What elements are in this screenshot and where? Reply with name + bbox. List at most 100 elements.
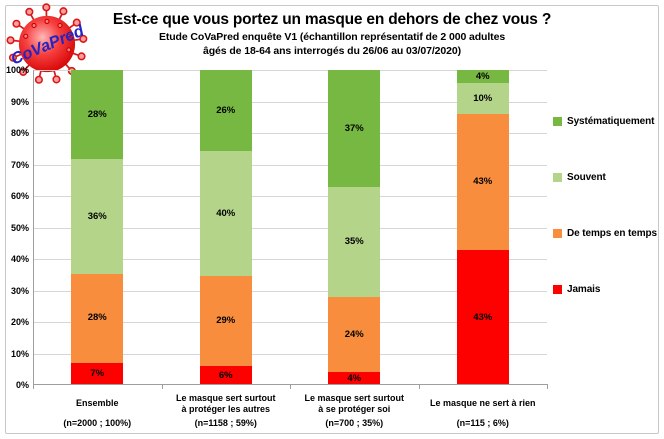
bar-segment: 28% bbox=[71, 70, 124, 160]
bar-segment: 40% bbox=[199, 151, 252, 276]
bar-segment-label: 40% bbox=[216, 207, 236, 219]
chart-subtitle-line-1: Etude CoVaPred enquête V1 (échantillon r… bbox=[158, 31, 506, 43]
gridline bbox=[33, 164, 547, 166]
category-sample-size: (n=1158 ; 59%) bbox=[194, 418, 257, 428]
bar-segment-label: 24% bbox=[344, 328, 364, 340]
virus-spike-tip bbox=[42, 3, 51, 12]
bar-segment-label: 36% bbox=[87, 210, 107, 222]
bar-segment-label: 4% bbox=[347, 372, 362, 384]
gridline bbox=[33, 353, 547, 355]
chart-header: Est-ce que vous portez un masque en deho… bbox=[0, 11, 664, 57]
category-label: Le masque sert surtout à protéger les aut… bbox=[162, 392, 291, 434]
gridline bbox=[33, 70, 547, 71]
y-tick-label: 30% bbox=[10, 285, 29, 296]
virus-spike-tip bbox=[8, 53, 18, 62]
legend-label: Systématiquement bbox=[567, 115, 655, 127]
bar-segment: 7% bbox=[71, 362, 124, 385]
bar-segment: 6% bbox=[199, 366, 252, 385]
legend-item: Systématiquement bbox=[553, 112, 657, 130]
legend-swatch bbox=[553, 116, 562, 126]
bar-segment-label: 6% bbox=[218, 369, 233, 381]
virus-rim-dot bbox=[65, 33, 71, 39]
virus-spike-tip bbox=[72, 18, 81, 27]
virus-rim-dot bbox=[66, 47, 72, 53]
category-name-line: à se protéger soi bbox=[318, 403, 391, 414]
category-name: Le masque sert surtout à se protéger soi bbox=[290, 392, 419, 415]
gridline bbox=[33, 259, 547, 260]
category-sample-size: (n=115 ; 6%) bbox=[456, 418, 509, 428]
legend-swatch bbox=[553, 284, 562, 294]
bar-segment: 43% bbox=[456, 114, 509, 250]
bar-segment: 4% bbox=[456, 70, 509, 83]
category-name-line: à protéger les autres bbox=[181, 403, 271, 414]
legend-label: Jamais bbox=[567, 283, 601, 295]
legend-item: Jamais bbox=[553, 280, 657, 298]
y-axis-line bbox=[33, 70, 34, 385]
y-tick-label: 10% bbox=[10, 348, 29, 359]
virus-spike-tip bbox=[34, 75, 43, 84]
y-tick-label: 60% bbox=[10, 191, 29, 201]
y-tick-label: 0% bbox=[15, 380, 29, 390]
bar-segment-label: 4% bbox=[475, 70, 490, 82]
virus-spike-tip bbox=[77, 52, 86, 61]
legend-label: Souvent bbox=[567, 171, 606, 183]
bar-segment-label: 28% bbox=[87, 108, 107, 120]
bar-segment: 28% bbox=[71, 273, 124, 363]
bar: 37% 35% 24% 4% bbox=[328, 70, 381, 385]
gridline bbox=[33, 196, 547, 197]
bar: 4% 10% 43% 43% bbox=[456, 70, 509, 385]
category-name-line: Ensemble bbox=[75, 398, 119, 408]
category-name: Ensemble bbox=[33, 392, 162, 415]
legend-item: Souvent bbox=[553, 168, 657, 186]
virus-rim-dot bbox=[44, 18, 50, 24]
virus-spike-tip bbox=[25, 7, 34, 16]
virus-rim-dots-layer bbox=[23, 18, 72, 53]
category-label: Le masque sert surtout à se protéger soi (… bbox=[290, 392, 419, 434]
bar-segment: 36% bbox=[71, 159, 124, 274]
chart-subtitle-line-2: âgés de 18-64 ans interrogés du 26/06 au… bbox=[202, 45, 462, 57]
gridline bbox=[33, 227, 547, 229]
category-label: Ensemble (n=2000 ; 100%) bbox=[33, 392, 162, 434]
bar-segment-label: 43% bbox=[473, 176, 493, 188]
bar-segment: 29% bbox=[199, 275, 252, 367]
gridline bbox=[33, 101, 547, 103]
category-sample-size: (n=700 ; 35%) bbox=[325, 418, 384, 428]
bar-segment-label: 43% bbox=[473, 311, 493, 323]
bar-segment: 4% bbox=[328, 372, 381, 385]
bar: 28% 36% 28% 7% bbox=[71, 70, 124, 385]
category-name-line: Le masque sert surtout bbox=[304, 392, 405, 403]
bar-segment: 24% bbox=[328, 296, 381, 373]
virus-spike-tip bbox=[52, 75, 61, 84]
category-label: Le masque ne sert à rien (n=115 ; 6%) bbox=[419, 392, 548, 434]
category-sample-size: (n=2000 ; 100%) bbox=[63, 418, 132, 428]
virus-spike-tip bbox=[79, 34, 88, 43]
bar-segment-label: 37% bbox=[344, 122, 364, 134]
virus-rim-dot bbox=[23, 33, 29, 39]
y-tick-label: 20% bbox=[10, 317, 29, 327]
bar-segment-label: 7% bbox=[90, 368, 105, 380]
y-tick-label: 90% bbox=[10, 96, 29, 107]
bar-segment: 37% bbox=[328, 70, 381, 187]
legend-swatch bbox=[553, 172, 562, 182]
gridline bbox=[33, 322, 547, 323]
category-name: Le masque ne sert à rien bbox=[419, 392, 548, 415]
virus-spike-tip bbox=[59, 7, 68, 16]
bar-segment: 43% bbox=[456, 249, 509, 385]
bar-segment-label: 26% bbox=[216, 104, 236, 116]
x-axis-line bbox=[33, 384, 548, 385]
x-axis-tick bbox=[290, 385, 291, 389]
plot-area: 28% 36% 28% 7% 26% 40% 29% 6% 37% 35% 24% 4% 4% 10% 43… bbox=[33, 70, 548, 389]
gridline bbox=[33, 133, 547, 134]
legend-item: De temps en temps bbox=[553, 224, 657, 242]
category-name-line: Le masque ne sert à rien bbox=[429, 398, 536, 408]
legend-swatch bbox=[553, 228, 562, 238]
x-axis-tick bbox=[161, 385, 163, 389]
x-axis-tick bbox=[547, 385, 548, 389]
legend-label: De temps en temps bbox=[567, 227, 657, 239]
y-tick-label: 70% bbox=[10, 159, 29, 170]
y-tick-label: 80% bbox=[10, 128, 29, 138]
legend: Systématiquement Souvent De temps en temps… bbox=[553, 112, 657, 336]
bar: 26% 40% 29% 6% bbox=[199, 70, 252, 385]
virus-spike-tip bbox=[19, 67, 28, 76]
